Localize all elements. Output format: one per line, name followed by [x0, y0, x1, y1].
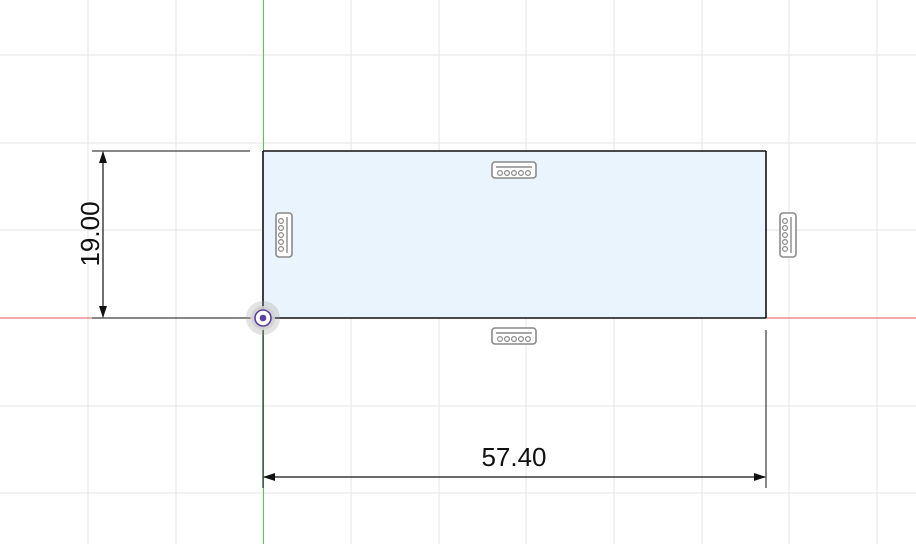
horizontal-constraint-icon[interactable] — [491, 161, 537, 179]
vertical-constraint-icon[interactable] — [275, 212, 293, 258]
width-dimension-value[interactable]: 57.40 — [481, 442, 546, 472]
height-dimension-value[interactable]: 19.00 — [75, 201, 105, 266]
horizontal-constraint-icon[interactable] — [491, 327, 537, 345]
sketch-rectangle-profile[interactable] — [263, 151, 766, 318]
height-dimension[interactable]: 19.00 — [75, 150, 250, 319]
origin-point-icon[interactable] — [246, 301, 280, 335]
width-dimension[interactable]: 57.40 — [262, 330, 767, 488]
vertical-constraint-icon[interactable] — [779, 212, 797, 258]
